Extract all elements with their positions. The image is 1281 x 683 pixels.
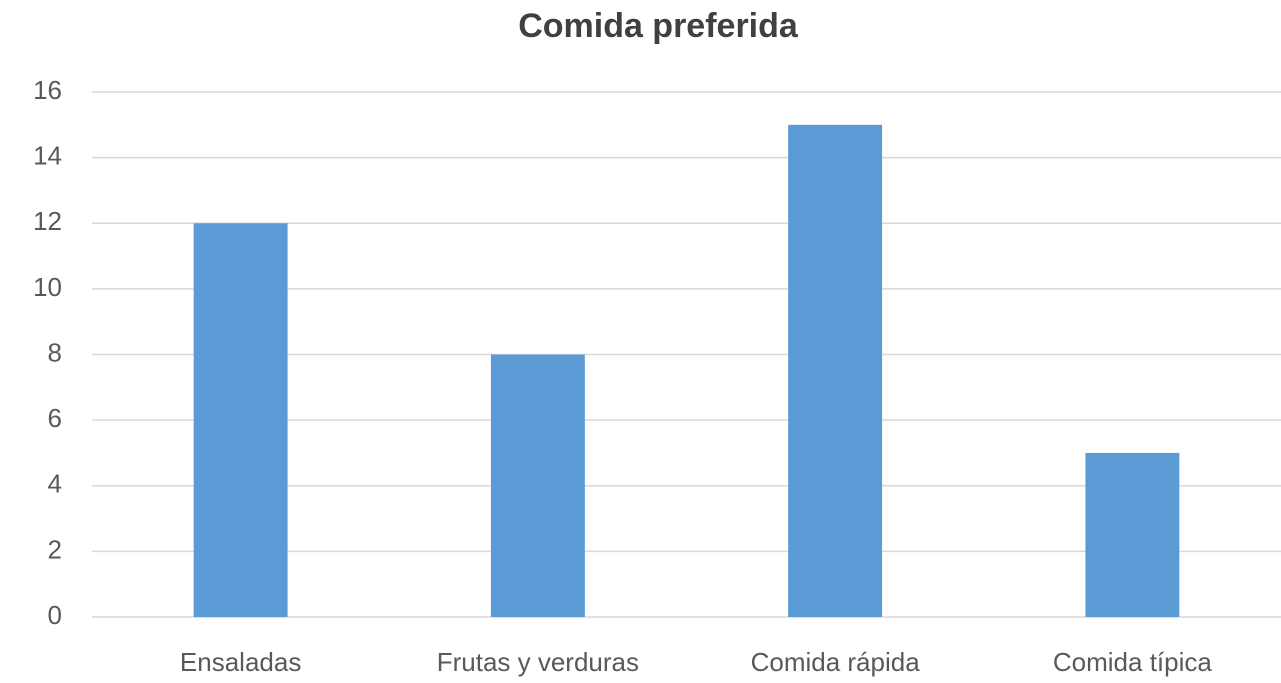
bar	[490, 354, 585, 617]
x-tick-label: Frutas y verduras	[437, 647, 639, 677]
y-tick-label: 0	[48, 600, 62, 630]
y-tick-label: 8	[48, 337, 62, 367]
y-tick-label: 16	[33, 75, 62, 105]
bar	[193, 223, 288, 617]
y-tick-label: 2	[48, 534, 62, 564]
y-tick-label: 14	[33, 141, 62, 171]
y-tick-label: 10	[33, 272, 62, 302]
x-tick-label: Comida típica	[1053, 647, 1212, 677]
y-tick-label: 4	[48, 469, 62, 499]
x-tick-label: Comida rápida	[751, 647, 921, 677]
y-tick-label: 12	[33, 206, 62, 236]
x-tick-label: Ensaladas	[180, 647, 301, 677]
y-tick-label: 6	[48, 403, 62, 433]
bar	[1085, 452, 1180, 617]
chart-title: Comida preferida	[518, 7, 799, 45]
bar	[788, 124, 883, 617]
